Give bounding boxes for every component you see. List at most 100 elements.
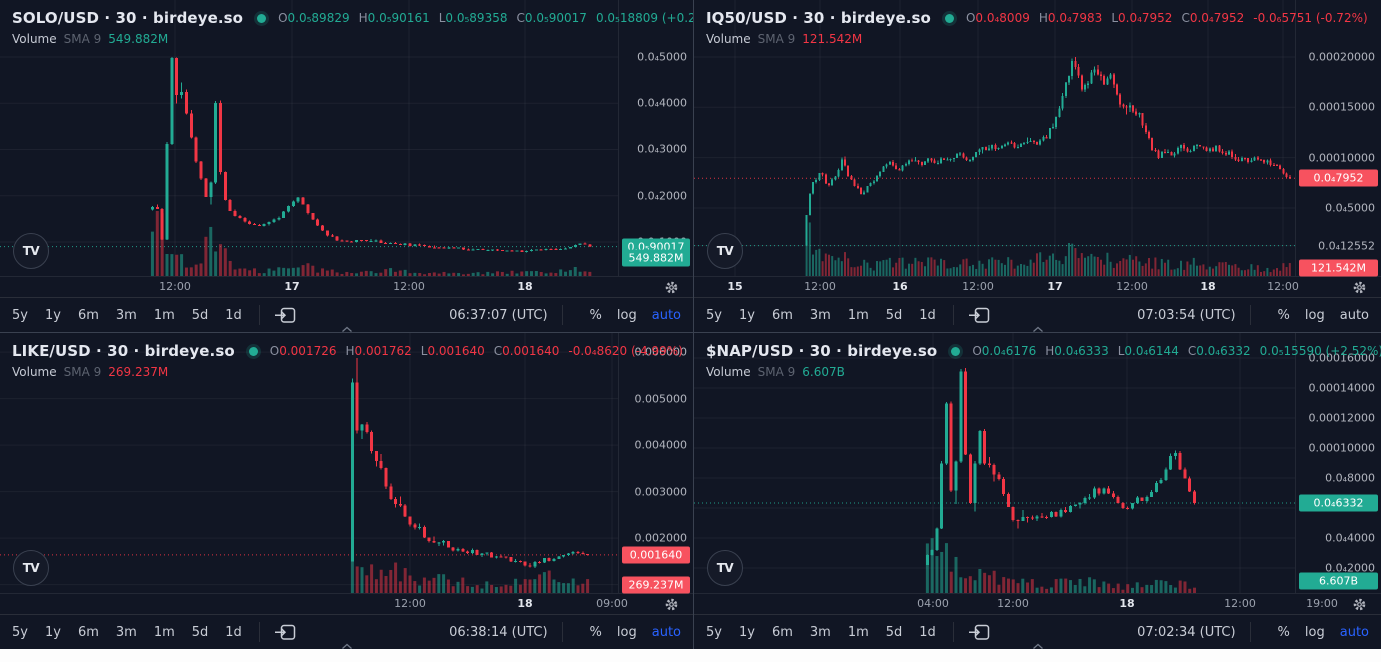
ohlc-pair: L0.001640 — [421, 344, 485, 358]
chart-clock[interactable]: 06:38:14 (UTC) — [449, 624, 548, 640]
time-axis[interactable]: 12:00 17 12:00 18 — [0, 276, 693, 297]
range-button-1m[interactable]: 1m — [847, 624, 869, 640]
range-button-1m[interactable]: 1m — [153, 624, 175, 640]
market-status-icon — [248, 346, 258, 356]
log-scale-button[interactable]: log — [616, 307, 637, 323]
chart-settings-gear-icon[interactable] — [1352, 597, 1367, 612]
log-scale-button[interactable]: log — [1304, 307, 1325, 323]
range-button-3m[interactable]: 3m — [809, 307, 831, 323]
time-tick-label[interactable]: 04:00 — [917, 597, 949, 610]
tradingview-logo[interactable]: TV — [707, 550, 743, 586]
auto-scale-button[interactable]: auto — [651, 307, 681, 323]
range-button-3m[interactable]: 3m — [115, 307, 137, 323]
log-scale-button[interactable]: log — [1304, 624, 1325, 640]
range-button-1y[interactable]: 1y — [738, 307, 755, 323]
time-tick-label[interactable]: 17 — [1047, 280, 1063, 293]
tradingview-logo[interactable]: TV — [707, 233, 743, 269]
range-button-1d[interactable]: 1d — [919, 307, 936, 323]
chart-settings-gear-icon[interactable] — [1352, 280, 1367, 295]
time-tick-label[interactable]: 12:00 — [1267, 280, 1299, 293]
price-axis[interactable]: 0.006000 0.005000 0.004000 0.003000 0.002000… — [618, 333, 693, 594]
range-button-1d[interactable]: 1d — [225, 307, 242, 323]
auto-scale-button[interactable]: auto — [1339, 307, 1369, 323]
time-tick-label[interactable]: 12:00 — [962, 280, 994, 293]
range-button-1y[interactable]: 1y — [738, 624, 755, 640]
percent-scale-button[interactable]: % — [1277, 624, 1290, 640]
price-axis[interactable]: 0.00016000 0.00014000 0.00012000 0.00010000… — [1295, 333, 1381, 593]
range-button-5y[interactable]: 5y — [706, 624, 722, 640]
chart-area[interactable]: $NAP/USD · 30 · birdeye.so O0.0₄6176 H0.0… — [694, 333, 1381, 593]
pane-expand-arrow-icon[interactable] — [1032, 643, 1044, 649]
time-tick-label[interactable]: 18 — [1200, 280, 1216, 293]
time-tick-label[interactable]: 12:00 — [1116, 280, 1148, 293]
time-tick-label[interactable]: 12:00 — [804, 280, 836, 293]
range-button-5d[interactable]: 5d — [191, 624, 209, 640]
chart-area[interactable]: IQ50/USD · 30 · birdeye.so O0.0₄8009 H0.0… — [694, 0, 1381, 277]
symbol-title[interactable]: SOLO/USD · 30 · birdeye.so — [12, 9, 244, 27]
range-button-1y[interactable]: 1y — [44, 307, 61, 323]
time-axis[interactable]: 15 12:00 16 12:00 17 12:00 18 12:00 — [694, 276, 1381, 297]
range-button-5y[interactable]: 5y — [12, 307, 28, 323]
chart-clock[interactable]: 07:02:34 (UTC) — [1137, 624, 1236, 640]
time-tick-label[interactable]: 18 — [1119, 597, 1135, 610]
time-tick-label[interactable]: 12:00 — [393, 280, 425, 293]
percent-scale-button[interactable]: % — [1277, 307, 1290, 323]
symbol-title[interactable]: LIKE/USD · 30 · birdeye.so — [12, 342, 235, 360]
time-tick-label[interactable]: 17 — [284, 280, 300, 293]
chart-area[interactable]: LIKE/USD · 30 · birdeye.so O0.001726 H0.0… — [0, 333, 693, 594]
range-button-1d[interactable]: 1d — [225, 624, 242, 640]
range-button-3m[interactable]: 3m — [115, 624, 137, 640]
auto-scale-button[interactable]: auto — [651, 624, 681, 640]
price-axis[interactable]: 0.0₄50000.0₄40000.0₄30000.0₄20000.0₄1000… — [618, 0, 693, 276]
time-tick-label[interactable]: 12:00 — [997, 597, 1029, 610]
time-tick-label[interactable]: 18 — [517, 597, 533, 610]
range-button-5y[interactable]: 5y — [706, 307, 722, 323]
tradingview-logo[interactable]: TV — [13, 550, 49, 586]
ohlc-change: 0.0₅18809 (+0.21%) — [595, 11, 693, 25]
percent-scale-button[interactable]: % — [589, 624, 602, 640]
range-button-1d[interactable]: 1d — [919, 624, 936, 640]
range-button-1y[interactable]: 1y — [44, 624, 61, 640]
price-axis[interactable]: 0.00020000 0.00015000 0.00010000 0.0₄5000 0.… — [1295, 0, 1381, 277]
time-tick-label[interactable]: 18 — [517, 280, 533, 293]
time-tick-label[interactable]: 16 — [892, 280, 908, 293]
symbol-title[interactable]: $NAP/USD · 30 · birdeye.so — [706, 342, 938, 360]
chart-settings-gear-icon[interactable] — [664, 280, 679, 295]
time-tick-label[interactable]: 15 — [727, 280, 743, 293]
auto-scale-button[interactable]: auto — [1339, 624, 1369, 640]
range-button-5d[interactable]: 5d — [885, 624, 903, 640]
time-tick-label[interactable]: 19:00 — [1306, 597, 1338, 610]
range-button-5d[interactable]: 5d — [191, 307, 209, 323]
range-button-1m[interactable]: 1m — [847, 307, 869, 323]
percent-scale-button[interactable]: % — [589, 307, 602, 323]
time-axis[interactable]: 12:00 18 09:00 — [0, 593, 693, 614]
go-to-date-icon[interactable] — [274, 624, 296, 641]
time-axis[interactable]: 04:00 12:00 18 12:00 19:00 — [694, 593, 1381, 614]
range-button-1m[interactable]: 1m — [153, 307, 175, 323]
tradingview-logo[interactable]: TV — [13, 233, 49, 269]
range-button-5y[interactable]: 5y — [12, 624, 28, 640]
pane-expand-arrow-icon[interactable] — [1032, 326, 1044, 332]
chart-clock[interactable]: 06:37:07 (UTC) — [449, 307, 548, 323]
go-to-date-icon[interactable] — [968, 624, 990, 641]
ohlc-letter: C — [493, 344, 503, 358]
time-tick-label[interactable]: 12:00 — [394, 597, 426, 610]
chart-area[interactable]: SOLO/USD · 30 · birdeye.so O0.0₅89829 H0.… — [0, 0, 693, 276]
range-button-5d[interactable]: 5d — [885, 307, 903, 323]
pane-expand-arrow-icon[interactable] — [341, 643, 353, 649]
range-button-6m[interactable]: 6m — [77, 307, 99, 323]
log-scale-button[interactable]: log — [616, 624, 637, 640]
chart-settings-gear-icon[interactable] — [664, 597, 679, 612]
range-button-3m[interactable]: 3m — [809, 624, 831, 640]
time-tick-label[interactable]: 12:00 — [1224, 597, 1256, 610]
time-tick-label[interactable]: 09:00 — [596, 597, 628, 610]
go-to-date-icon[interactable] — [274, 307, 296, 324]
time-tick-label[interactable]: 12:00 — [159, 280, 191, 293]
pane-expand-arrow-icon[interactable] — [341, 326, 353, 332]
chart-clock[interactable]: 07:03:54 (UTC) — [1137, 307, 1236, 323]
range-button-6m[interactable]: 6m — [771, 307, 793, 323]
range-button-6m[interactable]: 6m — [77, 624, 99, 640]
go-to-date-icon[interactable] — [968, 307, 990, 324]
symbol-title[interactable]: IQ50/USD · 30 · birdeye.so — [706, 9, 931, 27]
range-button-6m[interactable]: 6m — [771, 624, 793, 640]
